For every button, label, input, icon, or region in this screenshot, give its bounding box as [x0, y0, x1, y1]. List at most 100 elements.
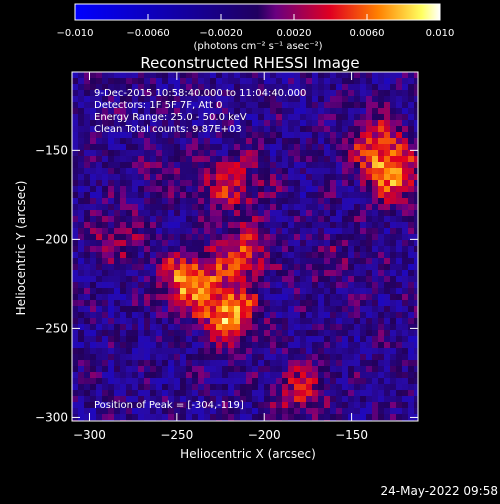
- heatmap-cell: [372, 264, 378, 270]
- heatmap-cell: [78, 354, 84, 360]
- heatmap-cell: [126, 282, 132, 288]
- heatmap-cell: [132, 354, 138, 360]
- heatmap-cell: [360, 114, 366, 120]
- heatmap-cell: [132, 168, 138, 174]
- heatmap-cell: [270, 114, 276, 120]
- heatmap-cell: [204, 324, 210, 330]
- heatmap-cell: [336, 78, 342, 84]
- heatmap-cell: [120, 294, 126, 300]
- heatmap-cell: [282, 84, 288, 90]
- heatmap-cell: [96, 150, 102, 156]
- heatmap-cell: [288, 198, 294, 204]
- heatmap-cell: [276, 390, 282, 396]
- heatmap-cell: [180, 168, 186, 174]
- heatmap-cell: [294, 96, 300, 102]
- heatmap-cell: [282, 186, 288, 192]
- heatmap-cell: [222, 234, 228, 240]
- heatmap-cell: [120, 252, 126, 258]
- heatmap-cell: [192, 348, 198, 354]
- heatmap-cell: [336, 342, 342, 348]
- heatmap-cell: [354, 84, 360, 90]
- heatmap-cell: [228, 408, 234, 414]
- heatmap-cell: [210, 324, 216, 330]
- heatmap-cell: [336, 156, 342, 162]
- heatmap-cell: [240, 246, 246, 252]
- heatmap-cell: [72, 186, 78, 192]
- heatmap-cell: [324, 300, 330, 306]
- heatmap-cell: [144, 198, 150, 204]
- heatmap-cell: [294, 150, 300, 156]
- heatmap-cell: [114, 258, 120, 264]
- heatmap-cell: [306, 186, 312, 192]
- heatmap-cell: [366, 414, 372, 420]
- heatmap-cell: [162, 336, 168, 342]
- heatmap-cell: [336, 336, 342, 342]
- heatmap-cell: [114, 192, 120, 198]
- heatmap-cell: [360, 240, 366, 246]
- heatmap-cell: [222, 180, 228, 186]
- heatmap-cell: [90, 108, 96, 114]
- heatmap-cell: [354, 252, 360, 258]
- heatmap-cell: [192, 336, 198, 342]
- heatmap-cell: [408, 144, 414, 150]
- heatmap-cell: [288, 114, 294, 120]
- heatmap-cell: [300, 222, 306, 228]
- heatmap-cell: [306, 372, 312, 378]
- heatmap-cell: [102, 396, 108, 402]
- heatmap-cell: [96, 72, 102, 78]
- heatmap-cell: [300, 348, 306, 354]
- heatmap-cell: [324, 378, 330, 384]
- heatmap-cell: [78, 132, 84, 138]
- heatmap-cell: [366, 198, 372, 204]
- heatmap-cell: [162, 102, 168, 108]
- heatmap-cell: [342, 216, 348, 222]
- heatmap-cell: [150, 342, 156, 348]
- heatmap-cell: [324, 150, 330, 156]
- heatmap-cell: [384, 150, 390, 156]
- heatmap-cell: [246, 228, 252, 234]
- heatmap-cell: [300, 378, 306, 384]
- heatmap-cell: [300, 156, 306, 162]
- heatmap-cell: [372, 120, 378, 126]
- heatmap-cell: [222, 354, 228, 360]
- heatmap-cell: [336, 108, 342, 114]
- heatmap-cell: [162, 132, 168, 138]
- heatmap-cell: [396, 378, 402, 384]
- heatmap-cell: [258, 384, 264, 390]
- heatmap-cell: [84, 318, 90, 324]
- heatmap-cell: [372, 90, 378, 96]
- heatmap-cell: [192, 342, 198, 348]
- heatmap: [72, 72, 418, 421]
- heatmap-cell: [204, 270, 210, 276]
- heatmap-cell: [102, 180, 108, 186]
- heatmap-cell: [318, 318, 324, 324]
- heatmap-cell: [300, 318, 306, 324]
- heatmap-cell: [330, 228, 336, 234]
- heatmap-cell: [204, 396, 210, 402]
- heatmap-cell: [186, 228, 192, 234]
- heatmap-cell: [318, 96, 324, 102]
- heatmap-cell: [258, 372, 264, 378]
- heatmap-cell: [126, 126, 132, 132]
- heatmap-cell: [366, 396, 372, 402]
- heatmap-cell: [354, 360, 360, 366]
- heatmap-cell: [306, 192, 312, 198]
- heatmap-cell: [144, 108, 150, 114]
- y-axis-ticks: −300−250−200−150: [35, 143, 418, 424]
- heatmap-cell: [276, 324, 282, 330]
- heatmap-cell: [114, 270, 120, 276]
- heatmap-cell: [216, 354, 222, 360]
- heatmap-cell: [120, 162, 126, 168]
- heatmap-cell: [180, 372, 186, 378]
- heatmap-cell: [300, 204, 306, 210]
- heatmap-cell: [162, 228, 168, 234]
- heatmap-cell: [378, 366, 384, 372]
- heatmap-cell: [126, 360, 132, 366]
- heatmap-cell: [384, 264, 390, 270]
- heatmap-cell: [150, 288, 156, 294]
- heatmap-cell: [396, 288, 402, 294]
- heatmap-cell: [192, 300, 198, 306]
- heatmap-cell: [192, 96, 198, 102]
- heatmap-cell: [318, 72, 324, 78]
- heatmap-cell: [384, 306, 390, 312]
